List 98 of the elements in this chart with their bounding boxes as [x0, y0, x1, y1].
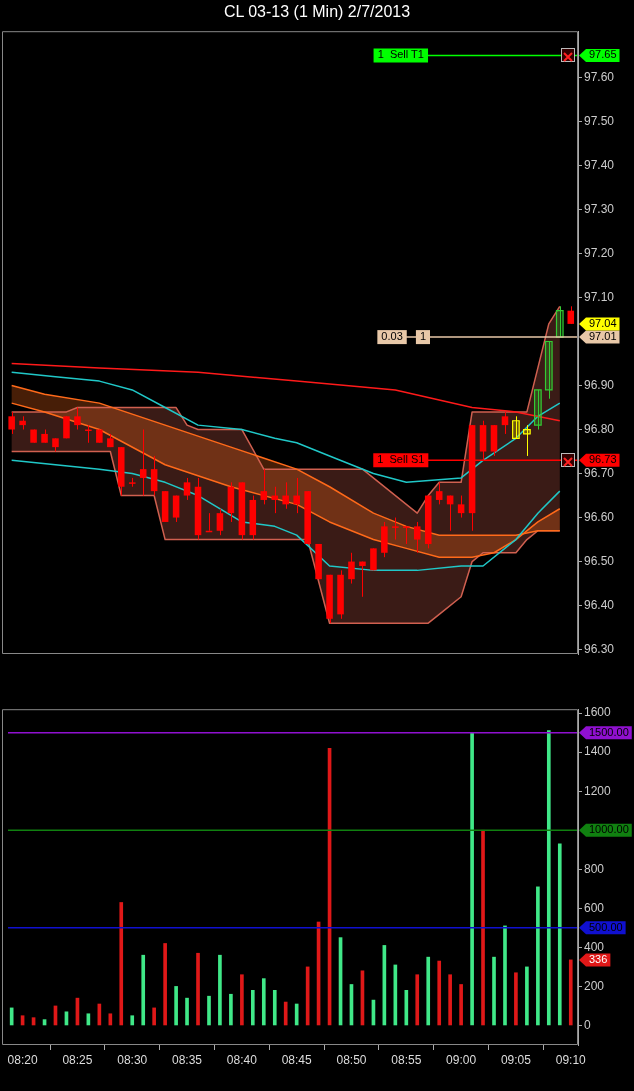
ref-line-label: 96.73: [589, 453, 617, 466]
bar: [283, 1001, 288, 1026]
y-tick-label: 200: [584, 978, 605, 993]
candlestick: [534, 389, 542, 431]
bar: [415, 974, 420, 1026]
y-tick-label: 96.80: [584, 421, 615, 436]
bar: [185, 997, 189, 1026]
chart-title: CL 03-13 (1 Min) 2/7/2013: [222, 3, 412, 21]
y-tick-label: 1400: [584, 744, 612, 759]
x-tick-label: 09:05: [500, 1052, 532, 1067]
y-tick-label: 96.60: [584, 509, 615, 524]
candlestick: [435, 481, 443, 505]
bar: [174, 986, 178, 1026]
ref-line-label: 97.01: [589, 330, 617, 343]
ref-line-label: 97.65: [589, 48, 617, 61]
candlestick: [282, 481, 289, 510]
y-tick-label: 400: [584, 939, 605, 954]
annotation: 1 Sell S1: [377, 453, 425, 466]
candlestick: [392, 517, 399, 541]
x-tick-label: 08:25: [62, 1052, 93, 1067]
x-tick-label: 08:50: [336, 1052, 367, 1067]
bar: [196, 952, 200, 1026]
y-tick-label: 97.50: [584, 113, 615, 128]
y-tick-label: 97.40: [584, 157, 615, 172]
bar: [207, 995, 211, 1026]
y-tick-label: 96.40: [584, 597, 615, 612]
x-tick-label: 08:45: [281, 1052, 313, 1067]
candlestick: [293, 477, 300, 514]
bar: [470, 732, 474, 1026]
annotation: 1: [419, 330, 427, 343]
bar: [240, 974, 244, 1026]
bar: [557, 843, 562, 1026]
x-tick-label: 08:20: [7, 1052, 38, 1067]
bar: [152, 1007, 156, 1026]
ref-line-label: 1500.00: [589, 725, 629, 738]
candlestick: [74, 407, 81, 431]
candlestick: [8, 411, 15, 435]
bar: [525, 966, 529, 1026]
candlestick: [150, 455, 158, 497]
bar: [459, 984, 463, 1026]
y-tick-label: 1600: [584, 705, 612, 720]
candlestick: [348, 552, 355, 585]
y-tick-label: 1200: [584, 783, 612, 798]
candlestick: [183, 477, 191, 501]
candlestick: [139, 429, 147, 497]
bar: [250, 990, 255, 1026]
x-tick-label: 08:35: [172, 1052, 203, 1067]
bar: [426, 956, 431, 1026]
candlestick: [260, 468, 268, 505]
bar: [272, 990, 277, 1026]
candlestick: [457, 495, 465, 519]
bar: [218, 954, 222, 1026]
bar: [536, 886, 540, 1026]
candlestick: [172, 495, 180, 523]
candlestick: [271, 486, 279, 514]
bar: [404, 990, 409, 1026]
ref-line-label: 1000.00: [589, 823, 629, 836]
bar: [481, 829, 485, 1026]
bar: [261, 978, 266, 1026]
y-tick-label: 97.20: [584, 245, 615, 260]
bar: [229, 993, 233, 1026]
x-tick-label: 08:40: [226, 1052, 258, 1067]
x-tick-label: 09:10: [555, 1052, 587, 1067]
bar: [163, 943, 167, 1026]
x-tick-label: 09:00: [446, 1052, 477, 1067]
bar: [141, 954, 146, 1026]
bar: [568, 959, 573, 1026]
bar: [546, 730, 551, 1026]
bar: [294, 1003, 299, 1026]
y-tick-label: 97.30: [584, 201, 615, 216]
candlestick: [359, 561, 366, 598]
y-tick-label: 96.30: [584, 641, 615, 656]
y-tick-label: 97.60: [584, 69, 615, 84]
annotation: 1 Sell T1: [377, 48, 424, 61]
bar: [514, 972, 518, 1026]
candlestick: [501, 411, 509, 435]
annotation: 97.04: [589, 316, 617, 329]
y-tick-label: 96.50: [584, 553, 615, 568]
y-tick-label: 96.90: [584, 377, 615, 392]
bar: [492, 956, 496, 1026]
y-tick-label: 600: [584, 900, 605, 915]
y-tick-label: 0: [584, 1017, 591, 1032]
candlestick: [413, 521, 421, 554]
bar: [448, 974, 452, 1026]
bar: [503, 925, 507, 1026]
annotation: 0.03: [381, 330, 403, 343]
x-tick-label: 08:55: [391, 1052, 422, 1067]
bar: [437, 960, 442, 1026]
annotation: 336: [589, 952, 608, 965]
candlestick: [512, 415, 520, 439]
y-tick-label: 96.70: [584, 465, 615, 480]
y-tick-label: 97.10: [584, 289, 615, 304]
bar: [130, 1015, 135, 1026]
ref-line-label: 500.00: [589, 920, 623, 933]
y-tick-label: 800: [584, 861, 605, 876]
candlestick: [216, 508, 224, 536]
x-tick-label: 08:30: [117, 1052, 148, 1067]
bar: [119, 902, 124, 1026]
